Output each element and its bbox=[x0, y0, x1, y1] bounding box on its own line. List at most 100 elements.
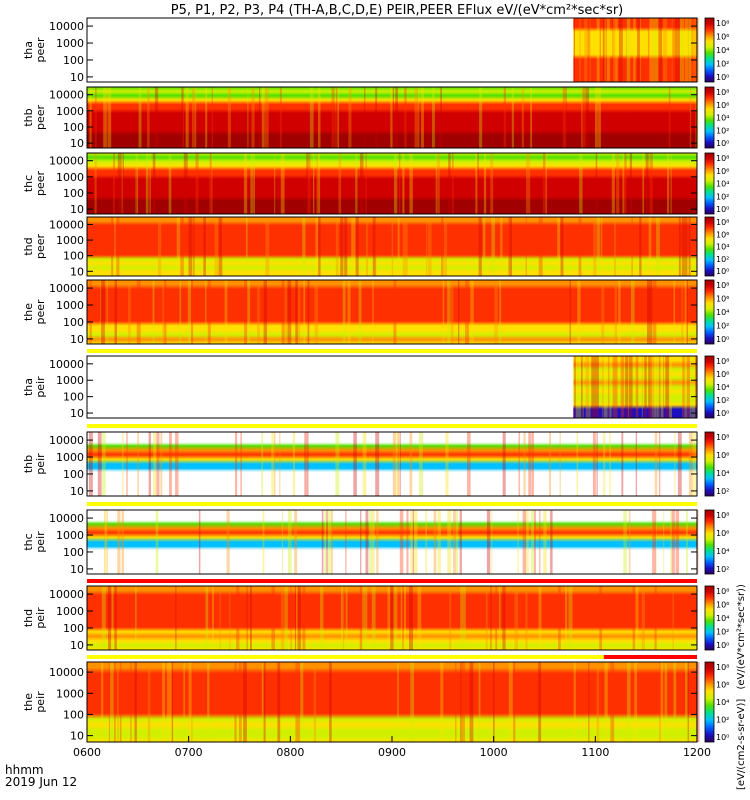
panel-thb-peir: 10 100 1000 10000 thb peir 10⁸ 10⁶ 10⁴ 10² bbox=[22, 431, 729, 498]
y-tick-label: 100 bbox=[63, 316, 84, 329]
x-tick-label: 0900 bbox=[378, 746, 406, 759]
panel-frame bbox=[86, 216, 698, 277]
colorbar-tick-label: 10² bbox=[716, 192, 729, 201]
quality-flag-bars bbox=[87, 349, 697, 659]
colorbar-tick-label: 10⁸ bbox=[716, 281, 729, 290]
colorbar-tick-label: 10⁴ bbox=[716, 308, 729, 317]
panel-frame bbox=[86, 355, 698, 419]
panel-instrument-label: peer bbox=[34, 299, 47, 325]
y-tick-label: 1000 bbox=[56, 37, 84, 50]
panel-frame bbox=[86, 279, 698, 345]
y-tick-label: 100 bbox=[63, 121, 84, 134]
y-tick-label: 1000 bbox=[56, 105, 84, 118]
y-tick-label: 10 bbox=[70, 137, 84, 150]
panel-instrument-label: peir bbox=[34, 376, 47, 398]
panel-instrument-label: peer bbox=[34, 171, 47, 197]
y-tick-label: 100 bbox=[63, 546, 84, 559]
spectrogram-texture bbox=[89, 87, 699, 148]
colorbar-tick-label: 10⁰ bbox=[716, 641, 729, 650]
time-axis-label: hhmm bbox=[5, 763, 44, 777]
colorbar-tick-label: 10² bbox=[716, 628, 729, 637]
colorbar-tick-label: 10⁸ bbox=[716, 357, 729, 366]
colorbar-tick-label: 10⁶ bbox=[716, 601, 729, 610]
quality-flag-bar bbox=[603, 655, 697, 659]
panel-probe-label: thd bbox=[22, 237, 35, 255]
y-tick-label: 1000 bbox=[56, 171, 84, 184]
panel-frame bbox=[86, 86, 698, 149]
y-tick-label: 10000 bbox=[49, 512, 84, 525]
y-tick-label: 100 bbox=[63, 250, 84, 263]
colorbar-tick-label: 10⁶ bbox=[716, 230, 729, 239]
panel-instrument-label: peir bbox=[34, 453, 47, 475]
time-axis: 0600 0700 0800 0900 1000 1100 1200 bbox=[73, 736, 711, 759]
colorbar-tick-label: 10⁶ bbox=[716, 529, 729, 538]
x-tick-label: 1200 bbox=[683, 746, 711, 759]
colorbar-tick-label: 10⁰ bbox=[716, 335, 729, 344]
y-tick-label: 10000 bbox=[49, 20, 84, 33]
y-tick-label: 10 bbox=[70, 485, 84, 498]
spectrogram-data bbox=[87, 280, 697, 344]
y-tick-label: 10000 bbox=[49, 666, 84, 679]
y-tick-label: 1000 bbox=[56, 374, 84, 387]
x-tick-label: 1100 bbox=[581, 746, 609, 759]
x-tick-label: 0800 bbox=[276, 746, 304, 759]
y-tick-label: 10000 bbox=[49, 89, 84, 102]
panel-probe-label: tha bbox=[22, 41, 35, 59]
colorbar-tick-label: 10⁸ bbox=[716, 88, 729, 97]
y-tick-label: 10 bbox=[70, 203, 84, 216]
panel-thb-peer: 10 100 1000 10000 thb peer 10⁸ 10⁶ 10⁴ 10² 10⁰ bbox=[22, 86, 729, 150]
colorbar-tick-label: 10⁸ bbox=[716, 433, 729, 442]
panel-probe-label: thc bbox=[22, 533, 35, 550]
colorbar-tick-label: 10⁴ bbox=[716, 469, 729, 478]
quality-flag-bar bbox=[87, 349, 697, 353]
colorbar-tick-label: 10² bbox=[716, 60, 729, 69]
y-tick-label: 10000 bbox=[49, 282, 84, 295]
y-tick-label: 10000 bbox=[49, 358, 84, 371]
colorbar-tick-label: 10² bbox=[716, 565, 729, 574]
quality-flag-bar bbox=[87, 502, 697, 506]
quality-flag-bar bbox=[87, 655, 697, 659]
spectrogram-data bbox=[87, 586, 697, 650]
colorbar-tick-label: 10² bbox=[716, 396, 729, 405]
colorbar-tick-label: 10⁰ bbox=[716, 409, 729, 418]
panel-tha-peer: 10 100 1000 10000 tha peer 10⁸ 10⁶ 10⁴ 10² 10⁰ bbox=[22, 17, 729, 84]
spectrogram-texture bbox=[101, 586, 674, 650]
y-tick-label: 100 bbox=[63, 187, 84, 200]
colorbar-tick-label: 10⁸ bbox=[716, 218, 729, 227]
x-tick-label: 1000 bbox=[480, 746, 508, 759]
panel-frame bbox=[86, 585, 698, 651]
y-tick-label: 10 bbox=[70, 639, 84, 652]
colorbar-tick-label: 10⁸ bbox=[716, 663, 729, 672]
spectrogram-data bbox=[87, 510, 697, 574]
colorbar-tick-label: 10⁶ bbox=[716, 167, 729, 176]
colorbar bbox=[704, 661, 715, 743]
colorbar-tick-label: 10⁴ bbox=[716, 614, 729, 623]
colorbar-tick-label: 10⁰ bbox=[716, 267, 729, 276]
colorbar bbox=[704, 152, 715, 215]
colorbar bbox=[704, 216, 715, 277]
panel-probe-label: thd bbox=[22, 609, 35, 627]
panel-instrument-label: peir bbox=[34, 691, 47, 713]
colorbar-tick-label: 10⁴ bbox=[716, 243, 729, 252]
y-tick-label: 10000 bbox=[49, 434, 84, 447]
panel-frame bbox=[86, 431, 698, 497]
colorbar-tick-label: 10⁴ bbox=[716, 698, 729, 707]
y-tick-label: 10 bbox=[70, 71, 84, 84]
colorbar bbox=[704, 279, 715, 345]
colorbar-units-suffix: (eV/(eV*cm²*sec*sr)) bbox=[736, 584, 747, 689]
spectrogram-data bbox=[87, 217, 697, 276]
colorbar-tick-label: 10⁰ bbox=[716, 73, 729, 82]
y-tick-label: 1000 bbox=[56, 451, 84, 464]
colorbar-tick-label: 10⁶ bbox=[716, 681, 729, 690]
colorbar-tick-label: 10⁸ bbox=[716, 154, 729, 163]
spectrogram-texture bbox=[94, 153, 672, 214]
y-tick-label: 1000 bbox=[56, 234, 84, 247]
spectrogram-data bbox=[573, 18, 697, 82]
y-tick-label: 10 bbox=[70, 265, 84, 278]
colorbar-tick-label: 10⁶ bbox=[716, 370, 729, 379]
panel-frame bbox=[86, 17, 698, 83]
spectrogram-data bbox=[87, 432, 697, 496]
y-tick-label: 1000 bbox=[56, 605, 84, 618]
y-tick-label: 10 bbox=[70, 407, 84, 420]
